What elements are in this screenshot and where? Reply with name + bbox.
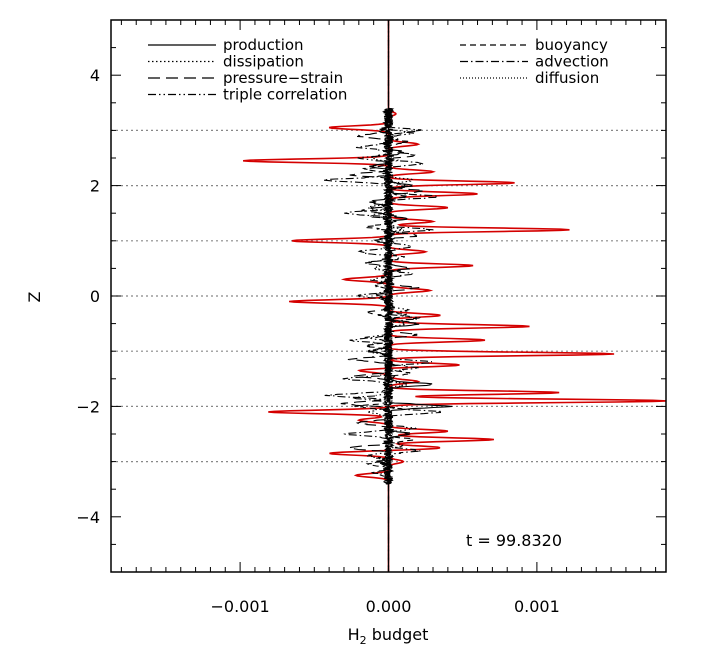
series-line-advection [323,20,442,572]
legend-label: dissipation [223,53,304,71]
legend-left: productiondissipationpressure−straintrip… [148,36,347,104]
legend-label: buoyancy [535,36,608,54]
y-tick-label: 4 [90,66,100,85]
legend-label: diffusion [535,69,599,87]
legend-label: triple correlation [223,86,347,104]
ticks-layer: −0.001 0.000 0.001 4 2 0 −2 −4 [76,19,666,616]
y-tick-label: 0 [90,287,100,306]
x-tick-label: 0.000 [366,597,412,616]
x-axis-label: H2 budget [348,625,429,647]
legend-label: pressure−strain [223,69,343,87]
series-line-dissipation [366,20,414,572]
time-annotation: t = 99.8320 [466,531,562,550]
legend-label: advection [535,53,609,71]
x-tick-label: −0.001 [210,597,269,616]
series-line-triple-correlation [352,20,420,572]
y-tick-label: 2 [90,177,100,196]
x-tick-label: 0.001 [514,597,560,616]
y-tick-label: −2 [76,397,100,416]
legend-label: production [223,36,304,54]
series-layer [243,20,666,572]
y-axis-label: Z [25,291,44,302]
y-tick-label: −4 [76,508,100,527]
x-axis-label-subscript: 2 [360,634,367,647]
